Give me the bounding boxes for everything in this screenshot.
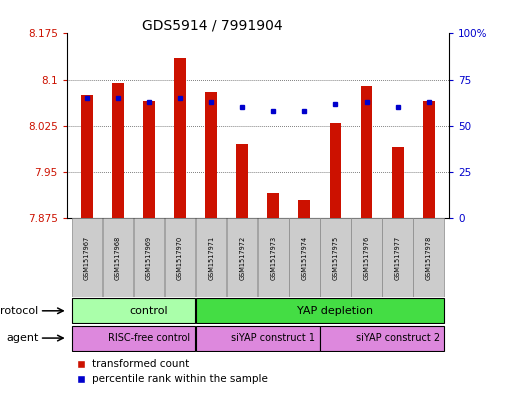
- Text: siYAP construct 1: siYAP construct 1: [231, 333, 315, 343]
- Bar: [81, 95, 93, 218]
- FancyBboxPatch shape: [72, 218, 102, 297]
- Text: GSM1517971: GSM1517971: [208, 235, 214, 280]
- Text: GSM1517968: GSM1517968: [115, 235, 121, 280]
- Text: GSM1517975: GSM1517975: [332, 235, 339, 280]
- Bar: [361, 86, 372, 218]
- FancyBboxPatch shape: [196, 298, 444, 323]
- FancyBboxPatch shape: [196, 218, 226, 297]
- Text: siYAP construct 2: siYAP construct 2: [356, 333, 440, 343]
- FancyBboxPatch shape: [258, 218, 288, 297]
- FancyBboxPatch shape: [103, 218, 133, 297]
- Title: GDS5914 / 7991904: GDS5914 / 7991904: [142, 18, 282, 32]
- Bar: [299, 200, 310, 218]
- Bar: [236, 144, 248, 218]
- FancyBboxPatch shape: [320, 218, 351, 297]
- Bar: [205, 92, 217, 218]
- Bar: [143, 101, 155, 218]
- FancyBboxPatch shape: [413, 218, 444, 297]
- Text: GSM1517967: GSM1517967: [84, 235, 90, 280]
- Text: GSM1517978: GSM1517978: [426, 235, 431, 280]
- Text: GSM1517973: GSM1517973: [270, 235, 277, 280]
- FancyBboxPatch shape: [227, 218, 258, 297]
- Text: GSM1517976: GSM1517976: [364, 235, 369, 280]
- Text: GSM1517969: GSM1517969: [146, 235, 152, 280]
- FancyBboxPatch shape: [165, 218, 195, 297]
- Text: protocol: protocol: [0, 306, 38, 316]
- Bar: [112, 83, 124, 218]
- FancyBboxPatch shape: [289, 218, 320, 297]
- Bar: [267, 193, 279, 218]
- FancyBboxPatch shape: [72, 298, 195, 323]
- Bar: [423, 101, 435, 218]
- FancyBboxPatch shape: [134, 218, 164, 297]
- Text: agent: agent: [6, 333, 38, 343]
- Text: YAP depletion: YAP depletion: [298, 306, 373, 316]
- FancyBboxPatch shape: [320, 325, 444, 351]
- FancyBboxPatch shape: [351, 218, 382, 297]
- FancyBboxPatch shape: [72, 325, 195, 351]
- Bar: [329, 123, 341, 218]
- Text: GSM1517977: GSM1517977: [394, 235, 401, 280]
- Bar: [174, 58, 186, 218]
- FancyBboxPatch shape: [196, 325, 320, 351]
- Text: GSM1517974: GSM1517974: [302, 235, 307, 280]
- FancyBboxPatch shape: [382, 218, 413, 297]
- Text: GSM1517970: GSM1517970: [177, 235, 183, 280]
- Text: RISC-free control: RISC-free control: [108, 333, 190, 343]
- Legend: transformed count, percentile rank within the sample: transformed count, percentile rank withi…: [72, 355, 272, 389]
- Text: control: control: [130, 306, 168, 316]
- Text: GSM1517972: GSM1517972: [239, 235, 245, 280]
- Bar: [392, 147, 404, 218]
